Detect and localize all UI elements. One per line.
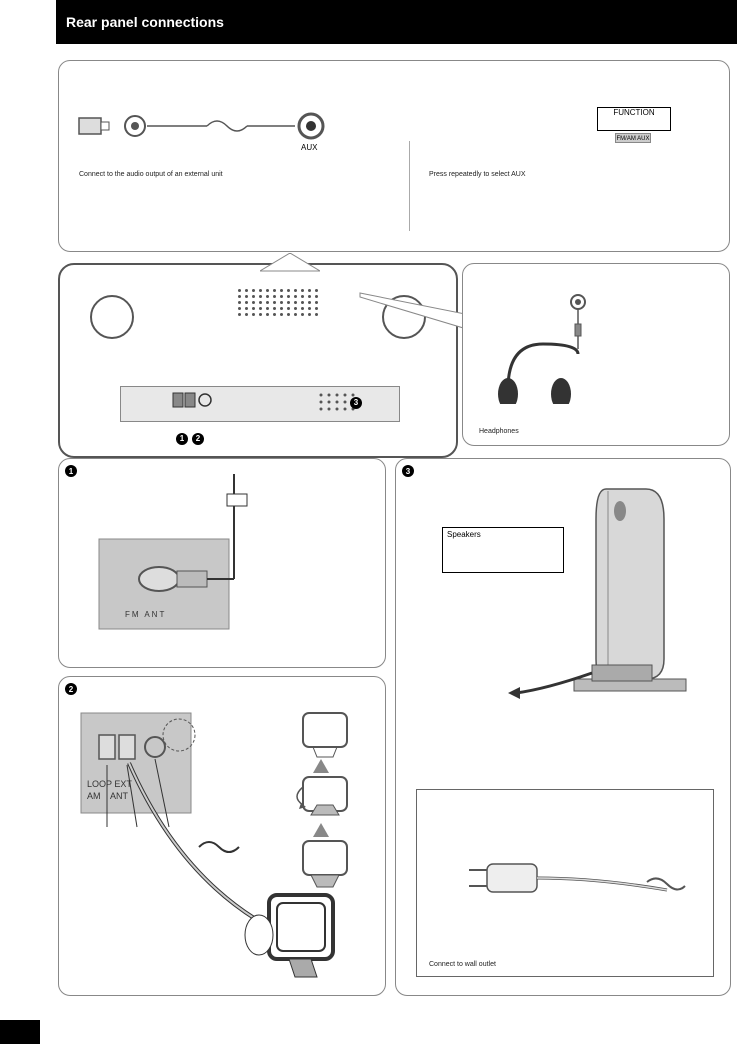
callout-3: 3 — [350, 392, 362, 410]
svg-text:FM ANT: FM ANT — [125, 610, 166, 619]
svg-text:AUX: AUX — [301, 143, 318, 152]
page-number — [0, 1020, 40, 1044]
headphone-text: Headphones — [479, 428, 709, 435]
callout-1: 1 — [176, 428, 188, 446]
title-bar: Rear panel connections — [56, 0, 737, 44]
main-unit-rear: 1 2 3 — [58, 263, 458, 458]
callout-pointer-icon — [260, 253, 320, 273]
callout-2: 2 — [192, 428, 204, 446]
ac-subpanel: Connect to wall outlet — [416, 789, 714, 977]
vertical-divider — [409, 141, 410, 231]
speaker-ac-panel: 3 Speakers Connect to wall outlet — [395, 458, 731, 996]
function-button-label: FUNCTION — [597, 107, 671, 131]
fm-antenna-panel: 1 FM ANT — [58, 458, 386, 668]
speaker-icon — [396, 459, 732, 779]
fmam-badge: FM/AM AUX — [615, 133, 651, 143]
box2-num: 2 — [65, 683, 77, 695]
box1-num: 1 — [65, 465, 77, 477]
ac-note: Connect to wall outlet — [429, 961, 689, 968]
page-title: Rear panel connections — [66, 14, 224, 30]
aux-panel: AUX Connect to the audio output of an ex… — [58, 60, 730, 252]
am-loop-panel: 2 LOOP EXT AM ANT — [58, 676, 386, 996]
vent-dots-icon — [238, 289, 338, 325]
headphone-panel: Headphones — [462, 263, 730, 446]
am-loop-icon: LOOP EXT AM ANT — [59, 677, 387, 997]
svg-text:LOOP EXT: LOOP EXT — [87, 779, 132, 789]
aux-cable-icon: AUX — [77, 100, 337, 160]
aux-diagram: AUX — [77, 105, 337, 155]
aux-right-note: Press repeatedly to select AUX — [429, 171, 709, 178]
svg-text:AM ANT: AM ANT — [87, 791, 129, 801]
fm-antenna-icon: FM ANT — [59, 459, 387, 669]
port-left-icon — [90, 295, 134, 339]
aux-left-note: Connect to the audio output of an extern… — [79, 171, 379, 178]
ac-plug-icon — [417, 790, 715, 978]
headphone-icon — [493, 294, 593, 404]
